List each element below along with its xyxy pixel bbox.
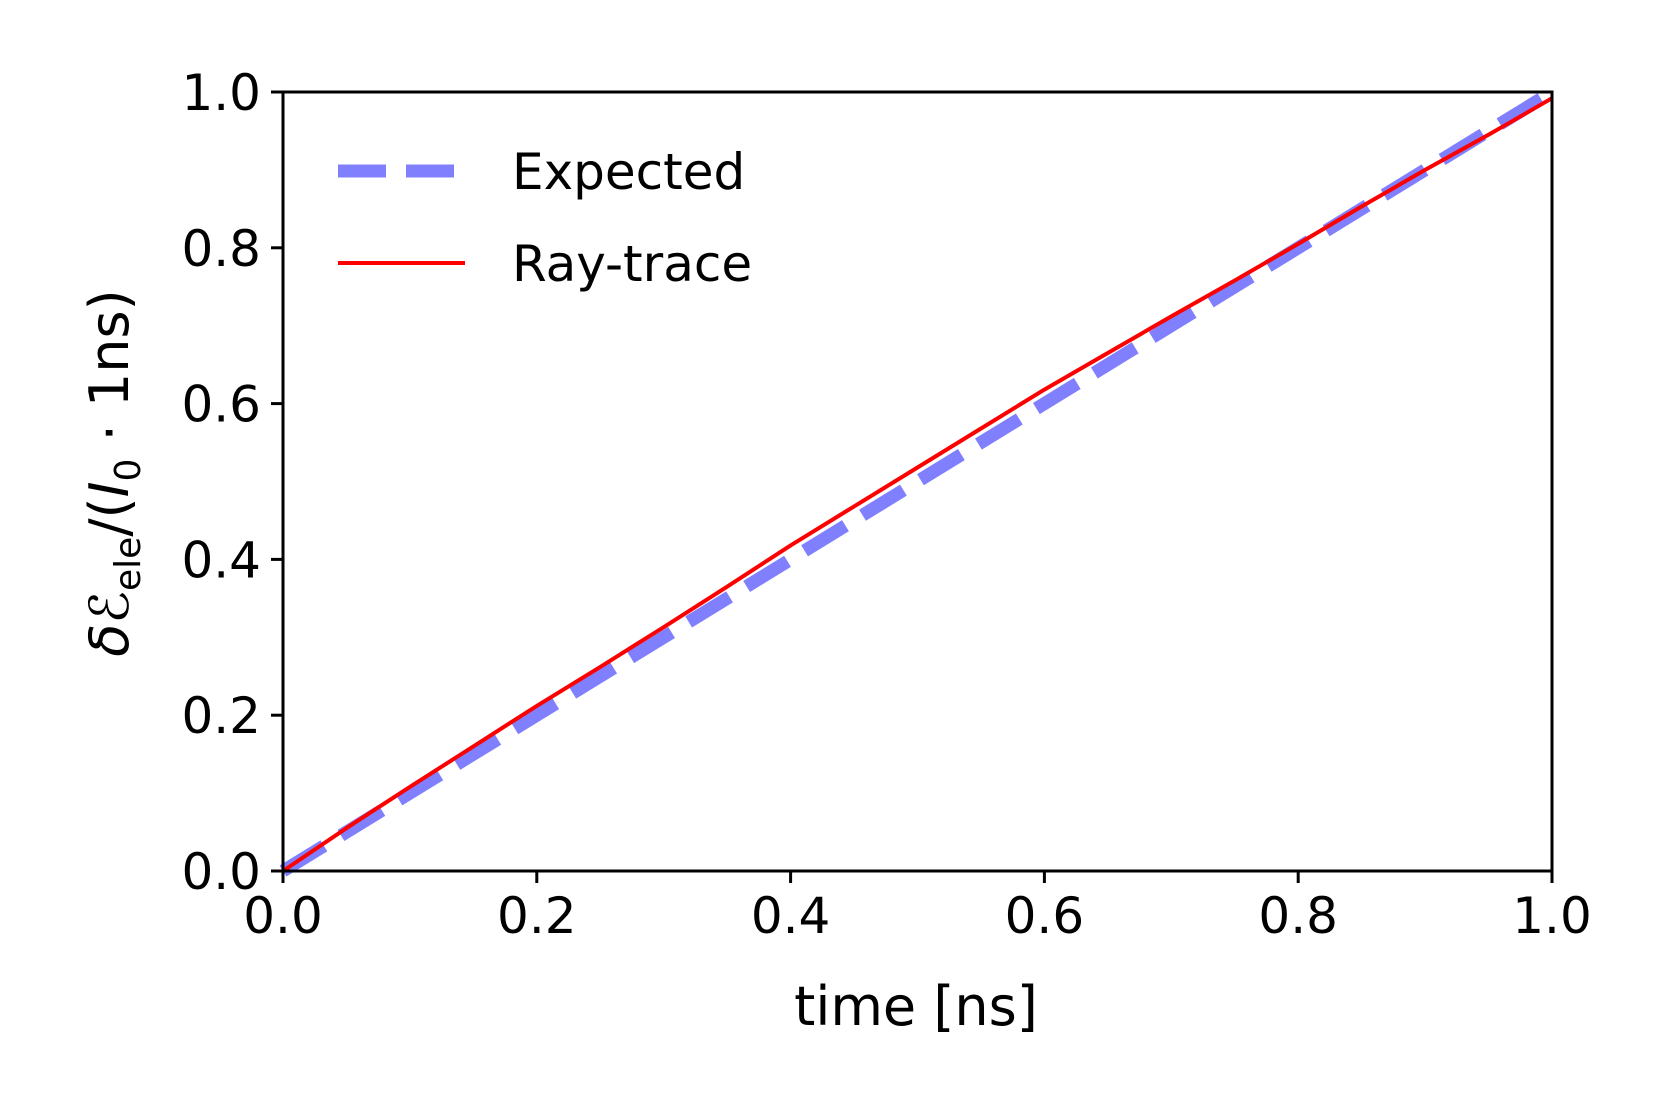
series-line-ray-trace [281,96,1553,873]
plot-frame [281,90,1554,873]
x-tick-label: 0.4 [751,887,831,945]
x-tick-label: 0.2 [497,887,577,945]
series-line-expected [279,86,1556,877]
y-tick-label: 0.2 [181,687,261,745]
y-label-symbol: ℰ [78,591,141,624]
y-axis-label: δℰele/(I0 · 1ns) [78,289,149,656]
y-label-tail: · 1ns) [78,289,141,458]
y-label-var-subscript: 0 [108,459,149,482]
y-tick-label: 0.4 [181,531,261,589]
y-axis: 0.0 0.2 0.4 0.6 0.8 1.0 [181,64,283,901]
legend: Expected Ray-trace [338,143,752,293]
x-axis-label: time [ns] [794,975,1038,1038]
y-label-delta: δ [78,624,141,657]
y-label-symbol-subscript: ele [108,537,149,591]
plot-marks [279,86,1556,877]
y-tick-label: 0.8 [181,220,261,278]
x-axis: 0.0 0.2 0.4 0.6 0.8 1.0 [243,871,1592,945]
y-label-var: I [78,481,141,497]
x-tick-label: 1.0 [1512,887,1592,945]
y-tick-label: 0.0 [181,843,261,901]
x-tick-label: 0.8 [1258,887,1338,945]
y-tick-label: 0.6 [181,376,261,434]
x-tick-label: 0.0 [243,887,323,945]
y-tick-label: 1.0 [181,64,261,122]
y-label-mid: /( [78,497,141,536]
legend-label-expected: Expected [512,143,745,201]
x-tick-label: 0.6 [1005,887,1085,945]
legend-label-ray-trace: Ray-trace [512,235,752,293]
